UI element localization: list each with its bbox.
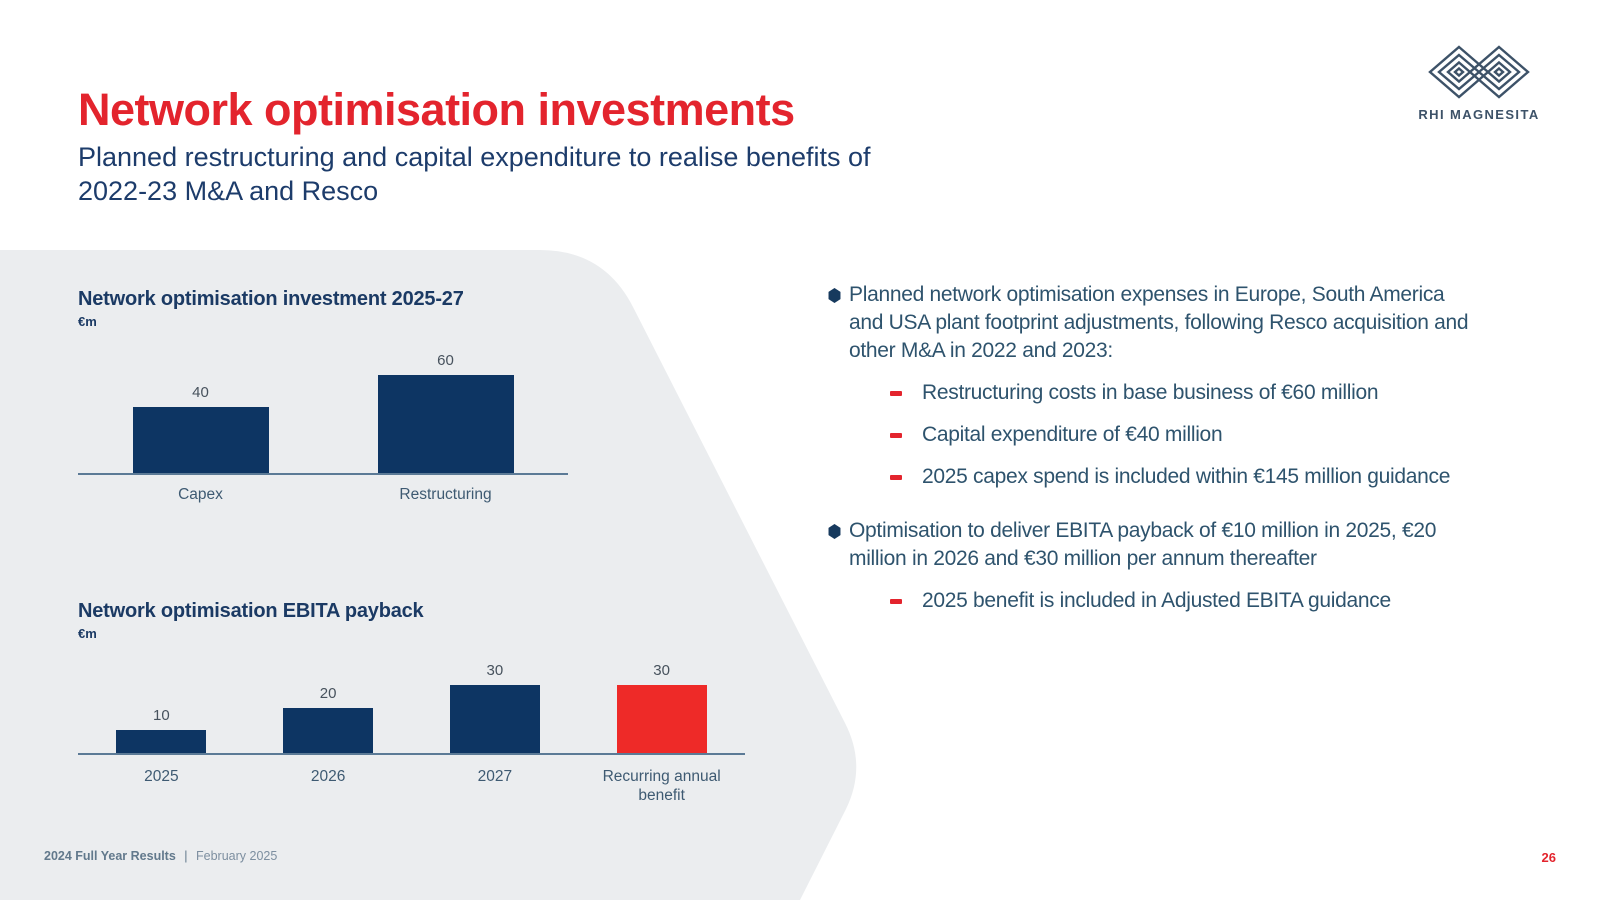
- bar-value-label: 30: [486, 662, 504, 679]
- sub-bullet-item: Capital expenditure of €40 million: [890, 421, 1493, 449]
- sub-bullet-item: 2025 benefit is included in Adjusted EBI…: [890, 587, 1493, 615]
- bullet-text: Optimisation to deliver EBITA payback of…: [849, 519, 1437, 570]
- subtitle-line-1: Planned restructuring and capital expend…: [78, 142, 871, 172]
- page-subtitle: Planned restructuring and capital expend…: [78, 140, 871, 208]
- chart-bar-restructuring: [377, 375, 514, 473]
- subtitle-line-2: 2022-23 M&A and Resco: [78, 176, 379, 206]
- chart-bar-2025: [116, 730, 207, 753]
- ebita-payback-chart: Network optimisation EBITA payback €m 10…: [78, 600, 745, 804]
- category-label: Capex: [178, 486, 223, 503]
- bar-value-label: 30: [653, 662, 670, 679]
- chart-bar-capex: [132, 407, 269, 473]
- bar-value-label: 20: [319, 685, 337, 702]
- dash-bullet-icon: [890, 433, 902, 438]
- dash-bullet-icon: [890, 599, 902, 604]
- chart-bar-recurring-annual-benefit: [616, 685, 707, 753]
- category-label: 2025: [144, 768, 179, 785]
- investment-chart: Network optimisation investment 2025-27 …: [78, 288, 568, 503]
- chart-plot-area: 10 20 30 30: [78, 662, 745, 755]
- bullet-group-1: Planned network optimisation expenses in…: [828, 281, 1493, 491]
- logo-wordmark: RHI MAGNESITA: [1418, 107, 1540, 122]
- bar-value-label: 60: [437, 352, 454, 369]
- chart-unit-label: €m: [78, 626, 97, 641]
- bullet-text: Planned network optimisation expenses in…: [849, 283, 1469, 362]
- bullet-item: Optimisation to deliver EBITA payback of…: [828, 517, 1493, 573]
- footer-separator: |: [184, 849, 188, 863]
- chart-title: Network optimisation EBITA payback: [78, 600, 424, 622]
- bullet-item: Planned network optimisation expenses in…: [828, 281, 1493, 365]
- bullet-group-2: Optimisation to deliver EBITA payback of…: [828, 517, 1493, 615]
- hexagon-bullet-icon: [828, 288, 841, 303]
- category-label: Recurring annual benefit: [602, 768, 721, 804]
- bullet-list: Planned network optimisation expenses in…: [828, 281, 1493, 641]
- hexagon-bullet-icon: [828, 524, 841, 539]
- category-label: 2027: [477, 768, 513, 785]
- company-logo: RHI MAGNESITA: [1414, 44, 1544, 122]
- chart-bar-2026: [283, 708, 374, 753]
- footer-presentation-name: 2024 Full Year Results: [44, 849, 176, 863]
- bar-value-label: 10: [153, 707, 170, 724]
- chart-bar-2027: [449, 685, 540, 753]
- sub-bullet-item: 2025 capex spend is included within €145…: [890, 463, 1493, 491]
- sub-bullet-item: Restructuring costs in base business of …: [890, 379, 1493, 407]
- page-title: Network optimisation investments: [78, 84, 795, 135]
- sub-bullet-text: Capital expenditure of €40 million: [922, 423, 1223, 446]
- rhi-magnesita-logo-icon: [1428, 45, 1530, 99]
- page-number: 26: [1541, 850, 1556, 865]
- sub-bullet-text: 2025 capex spend is included within €145…: [922, 465, 1451, 488]
- bar-value-label: 40: [192, 384, 209, 401]
- sub-bullet-text: 2025 benefit is included in Adjusted EBI…: [922, 589, 1391, 612]
- chart-plot-area: 40 60: [78, 352, 568, 475]
- dash-bullet-icon: [890, 391, 902, 396]
- footer-caption: 2024 Full Year Results | February 2025: [44, 849, 277, 863]
- dash-bullet-icon: [890, 475, 902, 480]
- chart-unit-label: €m: [78, 314, 97, 329]
- category-label: 2026: [310, 768, 346, 785]
- category-label: Restructuring: [399, 486, 492, 503]
- sub-bullet-text: Restructuring costs in base business of …: [922, 381, 1379, 404]
- footer-date: February 2025: [196, 849, 278, 863]
- chart-title: Network optimisation investment 2025-27: [78, 288, 464, 310]
